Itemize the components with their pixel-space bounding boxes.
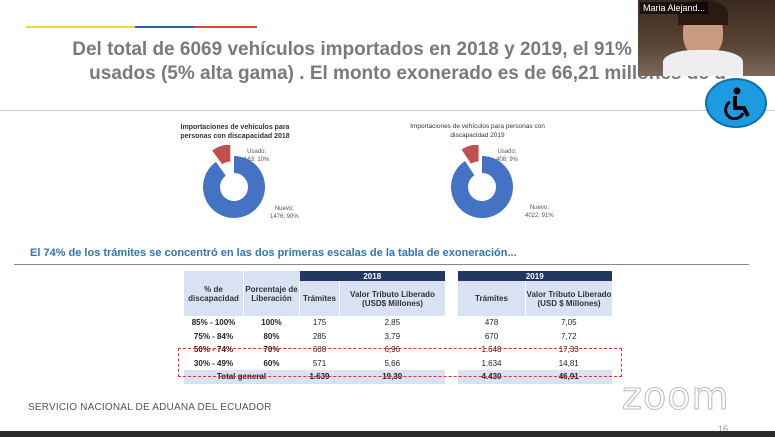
bottom-bar [0, 431, 775, 437]
pie-slice-usado [461, 145, 479, 164]
section-subtitle: El 74% de los trámites se concentró en l… [30, 247, 517, 259]
table-row: 478 7,05 [484, 318, 577, 328]
table-row: 30% - 49% 60% 571 5,66 [193, 358, 401, 368]
table-row: 85% - 100% 100% 175 2,85 [191, 318, 401, 328]
header-2019: 2019 [457, 271, 612, 281]
flag-stripe-yellow [26, 26, 135, 28]
table-row: 75% - 84% 80% 285 3,79 [193, 331, 401, 341]
header-valor: Valor Tributo Liberado (USD $ Millones) [525, 281, 612, 316]
chart-2018-title: Importaciones de vehículos para personas… [180, 124, 290, 140]
total-row: 4.430 46,91 [457, 370, 612, 384]
table-row: 1.648 17,33 [481, 345, 579, 355]
header-lib: Porcentaje de Liberación [243, 271, 300, 316]
header-disc: % de discapacidad [183, 271, 244, 316]
participant-name: Maria Alejand... [640, 2, 709, 14]
pie-slice-usado [212, 145, 231, 165]
header-2018: 2018 [299, 271, 445, 281]
flag-stripe-blue [135, 26, 195, 28]
header-tramites: Trámites [457, 281, 526, 316]
zoom-watermark: zoom [621, 374, 730, 419]
page-number: 16 [718, 424, 729, 434]
pie-slice-nuevo [451, 156, 513, 218]
title-line-1: Del total de 6069 vehículos importados e… [72, 39, 743, 60]
label-nuevo-2018: Nuevo; 1476; 90% [270, 206, 299, 220]
pie-chart-2019 [451, 145, 513, 218]
pie-chart-2018 [203, 145, 265, 218]
slide-title: Del total de 6069 vehículos importados e… [0, 38, 775, 86]
title-line-2: usados (5% alta gama) . El monto exonera… [89, 63, 726, 84]
table-2019: 2019 Trámites Valor Tributo Liberado (US… [457, 271, 612, 384]
table-row: 50% - 74% 70% 608 6,96 [193, 345, 401, 355]
subtitle-divider [14, 264, 749, 265]
wheelchair-icon [705, 78, 767, 128]
total-row: Total general 1.639 19,30 [183, 370, 445, 384]
header-tramites: Trámites [299, 281, 340, 316]
header-valor: Valor Tributo Liberado (USD$ Millones) [339, 281, 445, 316]
table-row: 670 7,72 [484, 331, 577, 341]
label-usado-2018: Usado; 163; 10% [244, 149, 270, 163]
pie-slice-nuevo [203, 156, 265, 218]
footer-org: SERVICIO NACIONAL DE ADUANA DEL ECUADOR [28, 402, 272, 413]
flag-stripe-red [195, 26, 257, 28]
label-nuevo-2019: Nuevo; 4022; 91% [525, 205, 554, 219]
label-usado-2019: Usado; 408; 9% [496, 149, 519, 163]
table-2018: % de discapacidad Porcentaje de Liberaci… [183, 271, 445, 384]
table-row: 1.634 14,81 [481, 358, 579, 368]
title-divider [0, 110, 775, 111]
chart-2019-title: Importaciones de vehículos para personas… [410, 123, 545, 139]
